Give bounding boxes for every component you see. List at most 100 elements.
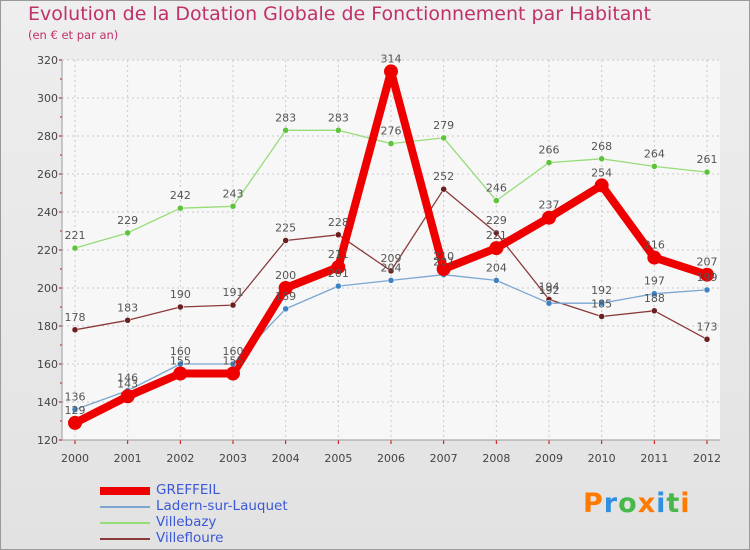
data-point — [647, 250, 662, 265]
data-point — [703, 286, 711, 294]
legend-label-ladern: Ladern-sur-Lauquet — [156, 498, 288, 514]
data-point — [335, 282, 342, 290]
y-tick-label: 300 — [37, 92, 58, 105]
data-label: 192 — [591, 284, 612, 297]
y-tick-label: 140 — [37, 396, 58, 409]
logo-letter: i — [656, 488, 667, 519]
data-point — [173, 366, 188, 381]
data-label: 189 — [275, 290, 296, 303]
legend-swatch-villebazy — [100, 522, 150, 524]
data-point — [335, 127, 342, 134]
data-label: 254 — [591, 166, 612, 179]
data-point — [331, 260, 346, 275]
data-point — [542, 210, 556, 225]
data-point — [68, 415, 82, 430]
legend-swatch-villefloure — [100, 538, 150, 540]
data-point — [384, 64, 398, 79]
y-tick-label: 240 — [37, 206, 58, 219]
data-label: 200 — [275, 269, 296, 282]
y-tick-label: 320 — [37, 54, 58, 67]
x-tick-label: 2009 — [535, 452, 563, 465]
logo-letter: r — [603, 488, 619, 519]
data-point — [226, 366, 240, 381]
logo-letter: t — [666, 488, 681, 519]
legend-swatch-ladern — [100, 506, 150, 508]
x-tick-label: 2010 — [588, 452, 616, 465]
data-label: 276 — [381, 125, 402, 138]
data-label: 264 — [644, 147, 665, 160]
chart-title: Evolution de la Dotation Globale de Fonc… — [28, 3, 651, 25]
data-label: 191 — [223, 286, 244, 299]
data-label: 160 — [170, 345, 191, 358]
data-label: 266 — [539, 144, 560, 157]
data-label: 261 — [697, 153, 718, 166]
data-point — [282, 127, 289, 134]
x-tick-label: 2000 — [61, 452, 89, 465]
y-tick-label: 120 — [37, 434, 58, 447]
data-point — [387, 267, 395, 275]
data-label: 252 — [433, 170, 454, 183]
data-label: 129 — [65, 404, 86, 417]
y-tick-label: 220 — [37, 244, 58, 257]
data-label: 225 — [275, 222, 296, 235]
x-tick-label: 2012 — [693, 452, 721, 465]
x-tick-label: 2011 — [640, 452, 668, 465]
data-label: 197 — [644, 275, 665, 288]
legend-label-greffeil: GREFFEIL — [156, 482, 220, 498]
data-label: 207 — [433, 256, 454, 269]
data-point — [335, 231, 342, 239]
data-point — [651, 290, 658, 297]
data-label: 188 — [644, 292, 665, 305]
data-point — [700, 267, 714, 282]
data-label: 228 — [328, 216, 349, 229]
data-point — [71, 244, 79, 252]
x-tick-label: 2004 — [272, 452, 300, 465]
legend-label-villefloure: Villefloure — [156, 530, 224, 546]
data-point — [229, 301, 237, 309]
data-point — [282, 237, 289, 244]
logo-letter: o — [618, 488, 638, 519]
data-label: 210 — [433, 250, 454, 263]
logo-letter: x — [637, 488, 657, 519]
data-point — [598, 155, 605, 163]
data-label: 146 — [117, 372, 138, 385]
data-point — [594, 178, 609, 193]
data-point — [489, 241, 504, 256]
data-label: 221 — [486, 229, 507, 242]
x-tick-label: 2006 — [377, 452, 405, 465]
data-point — [229, 203, 237, 210]
x-tick-label: 2002 — [166, 452, 194, 465]
data-point — [278, 281, 293, 295]
data-point — [120, 389, 135, 404]
data-label: 237 — [539, 199, 560, 212]
y-tick-label: 160 — [37, 358, 58, 371]
data-label: 185 — [591, 298, 612, 311]
data-point — [440, 185, 447, 193]
data-label: 283 — [328, 111, 349, 124]
proxiti-logo: Proxiti — [583, 488, 691, 519]
data-point — [387, 140, 395, 147]
logo-letter: P — [583, 488, 604, 519]
data-label: 155 — [223, 355, 244, 368]
data-label: 314 — [381, 52, 402, 65]
data-label: 143 — [117, 377, 138, 390]
x-tick-label: 2001 — [114, 452, 142, 465]
y-tick-label: 200 — [37, 282, 58, 295]
data-label: 216 — [644, 239, 665, 252]
data-point — [440, 134, 447, 142]
data-point — [124, 317, 131, 324]
data-label: 199 — [697, 271, 718, 284]
data-label: 190 — [170, 288, 191, 301]
data-point — [71, 326, 79, 334]
data-point — [282, 305, 289, 313]
data-point — [177, 303, 184, 311]
data-point — [177, 204, 184, 212]
data-point — [436, 262, 451, 276]
data-label: 268 — [591, 140, 612, 153]
data-label: 204 — [381, 261, 402, 274]
data-label: 207 — [697, 256, 718, 269]
data-point — [545, 299, 553, 307]
data-label: 192 — [539, 284, 560, 297]
x-tick-label: 2005 — [324, 452, 352, 465]
